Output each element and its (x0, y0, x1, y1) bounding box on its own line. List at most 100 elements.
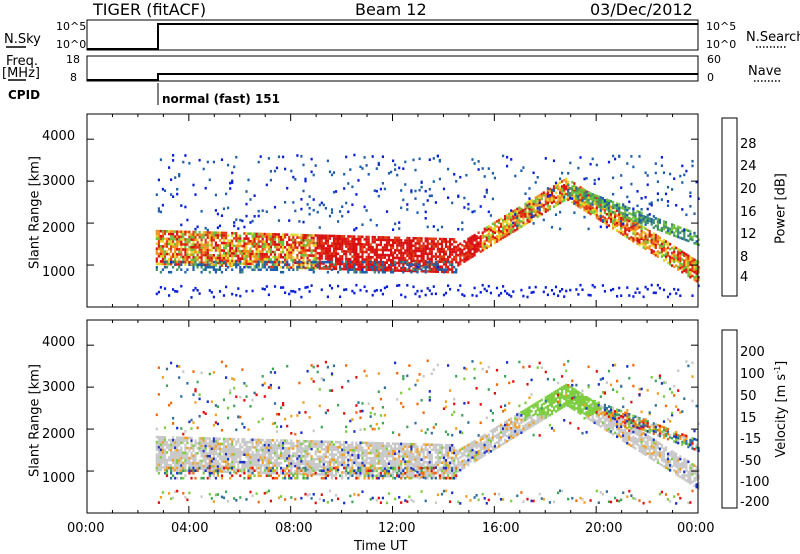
power-cell (597, 215, 600, 218)
power-cell (536, 210, 539, 213)
power-cell (198, 158, 201, 162)
power-cell (227, 249, 230, 252)
power-cell (239, 270, 242, 274)
power-cell (363, 238, 366, 241)
velocity-cell (172, 458, 175, 462)
power-cell (381, 246, 384, 249)
velocity-cbar-tick: 50 (740, 389, 757, 404)
power-cell (404, 183, 407, 186)
power-cell (170, 230, 173, 233)
power-cell (640, 242, 643, 245)
power-cell (210, 256, 213, 260)
power-cell (571, 180, 574, 184)
velocity-cell (233, 445, 236, 449)
power-cell (467, 255, 470, 258)
power-cell (687, 269, 690, 273)
velocity-cell (180, 439, 183, 442)
power-cell (662, 225, 666, 228)
velocity-cell (261, 446, 264, 449)
power-cell (381, 292, 384, 296)
velocity-cell (200, 454, 203, 458)
power-cell (180, 255, 183, 259)
power-cell (227, 257, 230, 260)
power-cell (506, 155, 509, 159)
velocity-cell (290, 439, 293, 443)
power-cell (243, 239, 246, 243)
power-cell (292, 248, 295, 252)
velocity-cell (210, 444, 213, 448)
velocity-cell (304, 462, 307, 466)
velocity-cell (165, 384, 169, 387)
power-cell (394, 260, 397, 264)
power-cell (432, 255, 435, 258)
power-cell (420, 268, 423, 271)
velocity-cell (255, 446, 258, 449)
power-cell (361, 250, 364, 254)
velocity-cell (241, 466, 244, 470)
power-cell (251, 240, 254, 243)
power-cell (286, 258, 289, 262)
velocity-cell (184, 456, 187, 460)
power-cell (683, 269, 686, 273)
power-cell (685, 270, 688, 274)
velocity-cell (245, 455, 248, 459)
power-cell (192, 258, 195, 262)
power-cell (638, 210, 641, 214)
power-cell (471, 237, 474, 241)
power-cell (257, 235, 260, 238)
velocity-cell (192, 464, 195, 468)
power-cell (430, 267, 433, 271)
velocity-cell (237, 448, 240, 451)
velocity-cell (220, 476, 224, 480)
power-cell (457, 194, 460, 198)
power-cell (483, 287, 486, 291)
power-cell (343, 265, 346, 268)
power-cell (263, 245, 266, 248)
velocity-cell (157, 456, 160, 459)
power-cell (518, 211, 521, 214)
power-cell (320, 288, 323, 291)
velocity-cell (259, 466, 262, 470)
power-cell (277, 238, 281, 241)
power-cell (290, 289, 293, 293)
power-cell (430, 255, 433, 258)
power-cell (330, 211, 334, 214)
power-cell (440, 237, 444, 241)
power-cell (206, 243, 209, 247)
velocity-cell (265, 456, 268, 460)
power-cell (292, 236, 295, 239)
power-cell (504, 225, 507, 228)
velocity-cell (194, 462, 197, 465)
power-cell (585, 210, 588, 213)
power-cell (318, 262, 321, 265)
power-cell (495, 220, 499, 223)
power-cell (673, 255, 676, 259)
power-cell (361, 263, 364, 266)
power-cell (231, 252, 234, 255)
power-cell (457, 264, 460, 267)
power-cell (178, 248, 181, 251)
velocity-cell (222, 445, 226, 448)
power-cell (182, 260, 185, 264)
power-cell (693, 212, 696, 215)
power-cell (159, 245, 162, 248)
power-cell (394, 256, 397, 260)
power-cell (402, 246, 405, 250)
power-cell (363, 245, 366, 249)
power-cell (622, 220, 625, 224)
velocity-cell (304, 476, 307, 480)
power-cell (497, 231, 501, 235)
power-cell (530, 219, 533, 222)
power-cell (546, 293, 549, 297)
power-cell (614, 225, 617, 229)
power-cell (567, 183, 570, 187)
power-cell (638, 213, 641, 216)
power-cell (459, 255, 462, 258)
power-cell (302, 246, 305, 250)
power-cell (512, 210, 515, 213)
power-cell (353, 153, 356, 157)
power-cell (343, 242, 346, 246)
power-cell (367, 243, 370, 246)
power-cell (385, 261, 389, 264)
power-cell (579, 206, 582, 209)
